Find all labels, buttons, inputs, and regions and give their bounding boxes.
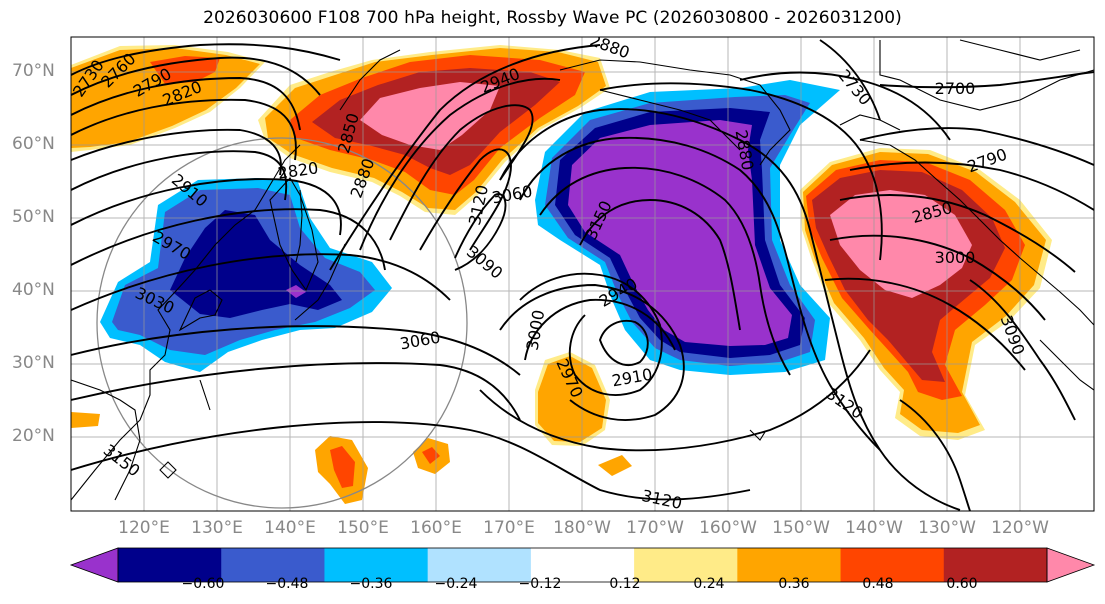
colorbar-extend-min [69, 547, 119, 583]
lon-label: 120°E [118, 518, 170, 538]
colorbar [69, 547, 1096, 583]
contour-label: 3120 [640, 486, 684, 513]
colorbar-swatch [324, 548, 429, 582]
svg-text:2910: 2910 [610, 365, 653, 391]
colorbar-swatch [634, 548, 738, 582]
negative-anomaly-central-pacific [535, 80, 840, 375]
lon-label: 140°W [845, 518, 903, 538]
contour-label: 3000 [935, 248, 976, 267]
map-title: 2026030600 F108 700 hPa height, Rossby W… [203, 8, 902, 28]
contour-label: 3060 [490, 182, 533, 208]
lon-label: 120°W [991, 518, 1049, 538]
svg-text:3090: 3090 [997, 313, 1029, 358]
lat-label: 20°N [12, 426, 55, 446]
lat-label: 60°N [12, 134, 55, 154]
lat-label: 50°N [12, 207, 55, 227]
colorbar-swatch [427, 548, 532, 582]
lon-label: 160°W [699, 518, 757, 538]
svg-text:3060: 3060 [490, 182, 533, 208]
lon-label: 160°E [410, 518, 462, 538]
colorbar-tick-label: −0.48 [265, 576, 309, 592]
lon-label: 170°W [626, 518, 684, 538]
contour-label: 2700 [935, 79, 976, 98]
colorbar-tick-label: 0.48 [862, 576, 894, 592]
svg-text:3000: 3000 [523, 308, 549, 351]
height-contours [71, 39, 1094, 511]
reference-circle [96, 137, 468, 509]
lon-label: 150°W [772, 518, 830, 538]
svg-text:3120: 3120 [823, 384, 867, 423]
colorbar-swatch [737, 548, 842, 582]
colorbar-swatch [530, 548, 635, 582]
colorbar-swatch [943, 548, 1048, 582]
lon-label: 170°E [483, 518, 535, 538]
contour-label: 3000 [523, 308, 549, 351]
colorbar-tick-label: 0.24 [693, 576, 725, 592]
colorbar-extend-max [1046, 547, 1096, 583]
colorbar-tick-label: −0.12 [518, 576, 562, 592]
svg-text:3150: 3150 [100, 440, 144, 480]
svg-text:3000: 3000 [935, 248, 976, 267]
colorbar-tick-label: 0.36 [778, 576, 810, 592]
lon-label: 130°W [918, 518, 976, 538]
lon-label: 150°E [337, 518, 389, 538]
lon-label: 140°E [264, 518, 316, 538]
coastlines [71, 39, 1094, 501]
svg-text:2820: 2820 [277, 158, 320, 182]
contour-label: 3150 [100, 440, 144, 480]
lon-label: 130°E [191, 518, 243, 538]
contour-label: 3090 [997, 313, 1029, 358]
contour-label: 2910 [610, 365, 653, 391]
lon-label: 180°W [553, 518, 611, 538]
colorbar-swatch [840, 548, 945, 582]
svg-text:2700: 2700 [935, 79, 976, 98]
colorbar-tick-label: −0.24 [434, 576, 478, 592]
map-frame [70, 36, 1095, 512]
contour-label: 2820 [277, 158, 320, 182]
graticule [71, 37, 1094, 511]
lat-label: 30°N [12, 353, 55, 373]
lat-label: 70°N [12, 61, 55, 81]
svg-text:3120: 3120 [640, 486, 684, 513]
colorbar-swatch [221, 548, 325, 582]
colorbar-tick-label: 0.12 [609, 576, 641, 592]
colorbar-tick-label: −0.60 [181, 576, 225, 592]
positive-anomaly-subtropical [71, 352, 632, 504]
colorbar-swatch [118, 548, 222, 582]
contour-label: 3120 [823, 384, 867, 423]
lat-label: 40°N [12, 280, 55, 300]
colorbar-tick-label: 0.60 [946, 576, 978, 592]
colorbar-frame [117, 547, 1048, 583]
colorbar-tick-label: −0.36 [349, 576, 393, 592]
